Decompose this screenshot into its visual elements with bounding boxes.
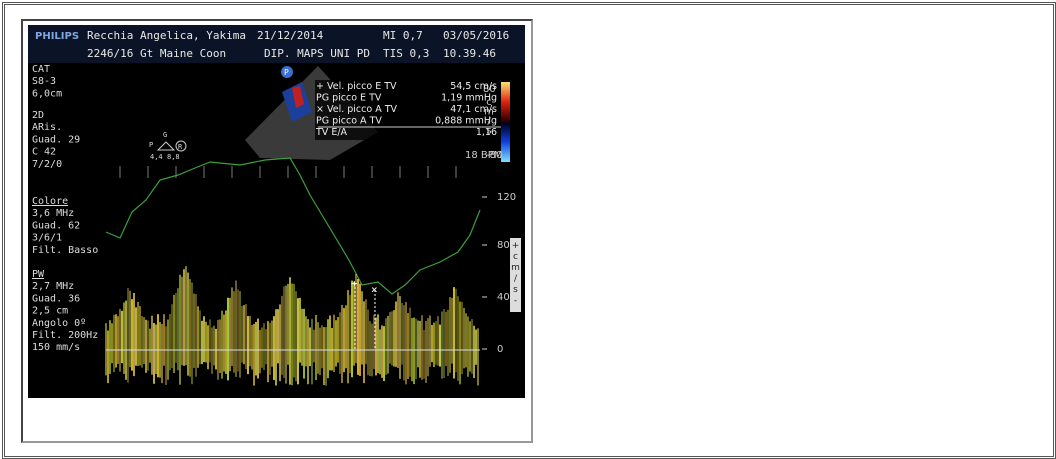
color-scale-top: 80 [483,84,496,95]
setting: 2,7 MHz [32,281,74,292]
doppler-unit: c [513,252,518,262]
measurement-box [315,80,511,140]
doppler-unit: m [511,263,520,273]
orientation-marker: P [284,68,289,77]
setting: 2,5 cm [32,306,68,317]
color-scale-bottom: -80 [486,150,502,161]
color-scale-unit: s [486,126,491,137]
setting: Filt. Basso [32,245,98,256]
doppler-unit: + [512,241,520,251]
mi: MI 0,7 [383,29,423,42]
heart-rate: 18 BPM [465,150,502,161]
setting: 7/2/0 [32,159,62,170]
color-flow [292,86,304,108]
probe-icon-right: R [178,143,183,151]
caliper-a-marker: × [371,283,378,296]
setting: Guad. 29 [32,134,80,145]
caliper-e-marker: + [351,277,358,290]
setting: 3/6/1 [32,233,62,244]
setting: Angolo 0º [32,318,86,329]
doppler-unit: - [514,296,517,306]
birth-date: 21/12/2014 [257,29,324,42]
brand: PHILIPS [35,31,79,42]
doppler-unit: / [514,274,518,284]
setting: S8-3 [32,76,56,87]
measurement-label: PG picco A TV [316,116,382,127]
probe-icon-top: G [163,131,167,139]
tick-marks [119,166,457,178]
ecg-trace [105,157,481,295]
measurement-value: 0,888 mmHg [435,116,497,127]
doppler-spectrum [105,266,479,386]
setting: 3,6 MHz [32,208,74,219]
probe-icon [175,140,187,152]
setting: Guad. 36 [32,293,80,304]
orientation-badge [281,66,293,78]
measurement-label: PG picco E TV [316,93,382,104]
measurement-label: TV E/A [315,127,348,138]
header-band [28,25,525,63]
setting: C 42 [32,147,56,158]
doppler-tick-label: 0 [497,344,503,355]
doppler-tick-label: 120 [497,192,516,203]
setting: 150 mm/s [32,342,80,353]
time: 10.39.46 [443,47,496,60]
patient-id: 2246/16 Gt Maine Coon [87,47,226,60]
doppler-unit-box [510,238,521,312]
probe-icon-bottom-right: 8,8 [167,153,180,161]
probe-icon [156,141,176,151]
doppler-tick-label: 80 [497,240,510,251]
settings-heading: 2D [32,110,44,121]
settings-heading: CAT [32,64,50,75]
measurement-value: 1,19 mmHg [441,93,497,104]
setting: Guad. 62 [32,220,80,231]
measurement-value: 47,1 cm/s [450,104,497,115]
patient: Recchia Angelica, Yakima [87,29,246,42]
setting: ARis. [32,122,62,133]
probe-icon-left: P [149,141,153,149]
color-scale-unit: c [486,97,492,108]
probe-icon-bottom-left: 4,4 [150,153,163,161]
doppler-tick-label: 40 [497,292,510,303]
color-scale-unit: / [487,116,491,127]
color-scale-bar [501,82,510,162]
measurement-label: × Vel. picco A TV [316,104,398,115]
settings-heading: Colore [32,196,68,207]
exam-date: 03/05/2016 [443,29,509,42]
department: DIP. MAPS UNI PD [264,47,370,60]
measurement-value: 1,16 [476,127,497,138]
tis: TIS 0,3 [383,47,429,60]
settings-heading: PW [32,269,45,280]
measurement-value: 54,5 cm/s [450,81,497,92]
doppler-unit: s [513,285,518,295]
setting: 6,0cm [32,88,62,99]
measurement-label: + Vel. picco E TV [316,81,397,92]
setting: Filt. 200Hz [32,330,98,341]
color-scale-unit: m [484,107,494,118]
